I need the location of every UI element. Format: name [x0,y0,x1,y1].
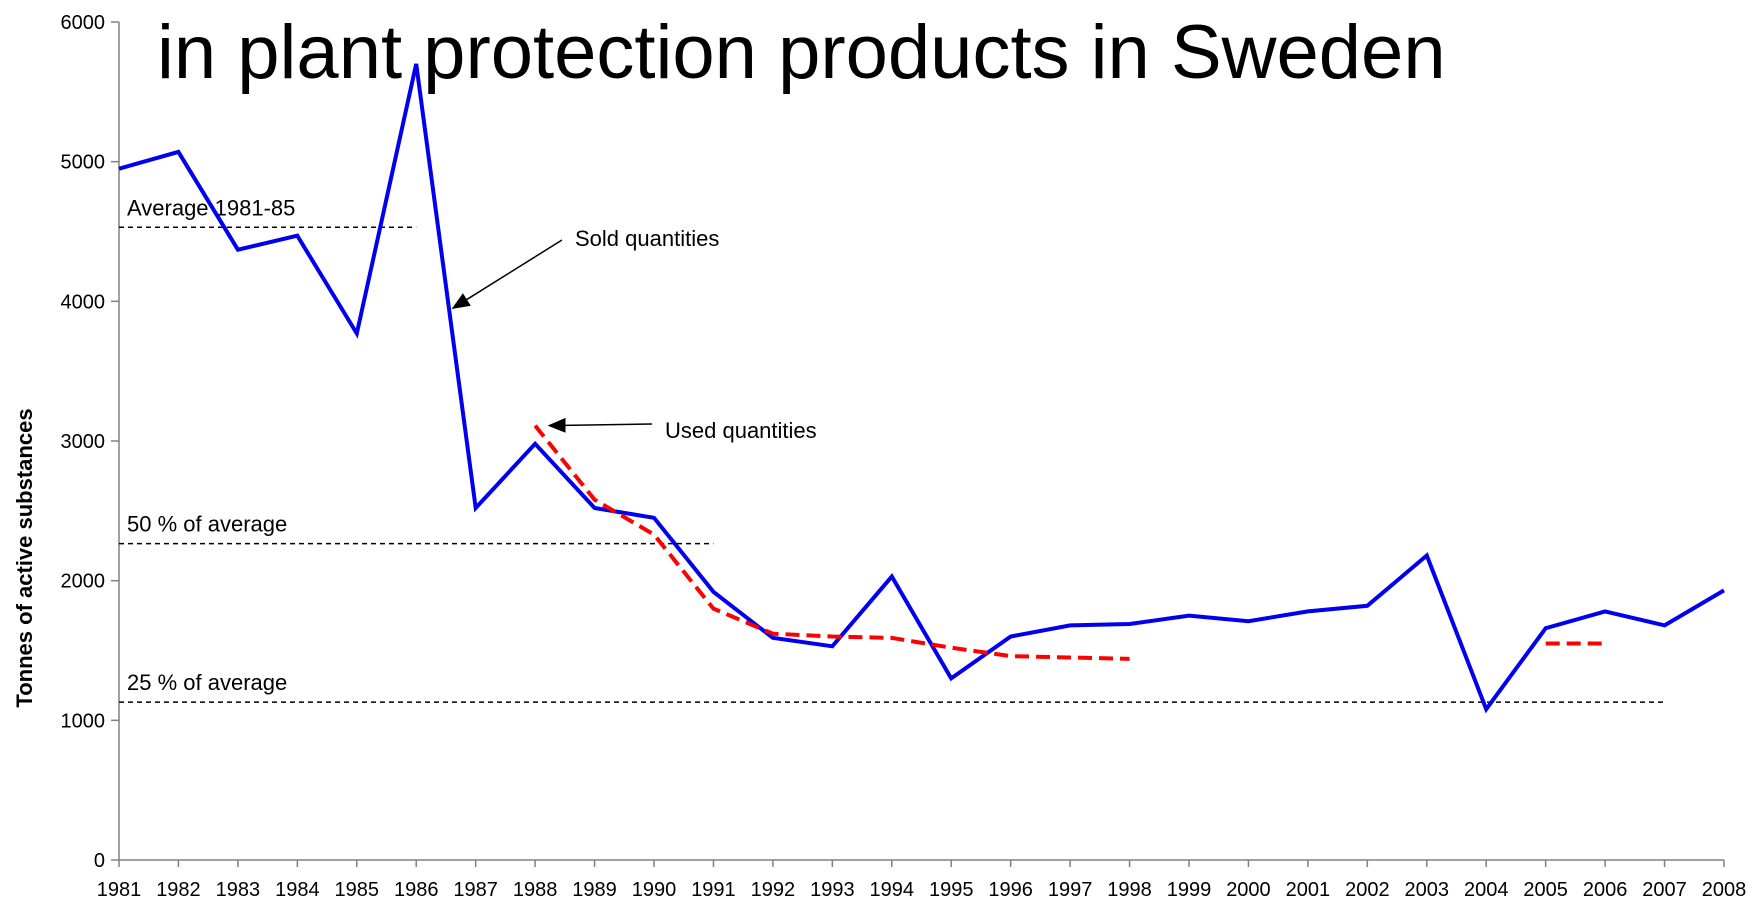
y-tick-label: 1000 [61,710,106,732]
x-tick-label: 1993 [810,879,855,901]
x-tick-label: 1982 [156,879,201,901]
sold-quantities-line [118,63,1726,714]
y-tick-label: 6000 [61,12,106,34]
x-tick-label: 1988 [513,879,558,901]
reference-line-label: 50 % of average [127,512,287,537]
x-tick-label: 1997 [1048,879,1093,901]
x-tick-label: 1984 [275,879,320,901]
annotation-arrow [451,239,563,309]
x-tick-label: 2004 [1464,879,1509,901]
x-tick-label: 2006 [1583,879,1628,901]
x-tick-label: 1985 [335,879,380,901]
x-tick-label: 1987 [453,879,498,901]
x-tick-label: 2002 [1345,879,1390,901]
x-tick-label: 2008 [1702,879,1747,901]
x-tick-label: 1999 [1167,879,1212,901]
x-tick-label: 1981 [97,879,142,901]
x-tick-label: 2001 [1286,879,1331,901]
x-tick-label: 1990 [632,879,677,901]
used-quantities-line [533,424,1130,661]
x-tick-label: 2007 [1642,879,1687,901]
y-tick-label: 2000 [61,571,106,593]
x-tick-label: 1992 [751,879,796,901]
y-tick-label: 4000 [61,291,106,313]
x-tick-label: 1989 [572,879,617,901]
x-tick-label: 2005 [1523,879,1568,901]
x-tick-label: 1996 [988,879,1033,901]
x-tick-label: 1998 [1107,879,1152,901]
y-tick-label: 5000 [61,152,106,174]
x-tick-label: 2000 [1226,879,1271,901]
annotation-label: Used quantities [665,418,817,443]
x-tick-label: 1983 [216,879,261,901]
annotation-arrow [547,417,653,433]
x-tick-label: 1986 [394,879,439,901]
y-tick-label: 0 [94,850,105,872]
x-tick-label: 1994 [870,879,915,901]
x-tick-label: 1995 [929,879,974,901]
annotation-label: Sold quantities [575,226,719,251]
x-tick-label: 2003 [1405,879,1450,901]
y-tick-label: 3000 [61,431,106,453]
y-axis-title: Tonnes of active substances [12,408,37,707]
chart-title: in plant protection products in Sweden [157,10,1446,95]
reference-line-label: 25 % of average [127,670,287,695]
x-tick-label: 1991 [691,879,736,901]
